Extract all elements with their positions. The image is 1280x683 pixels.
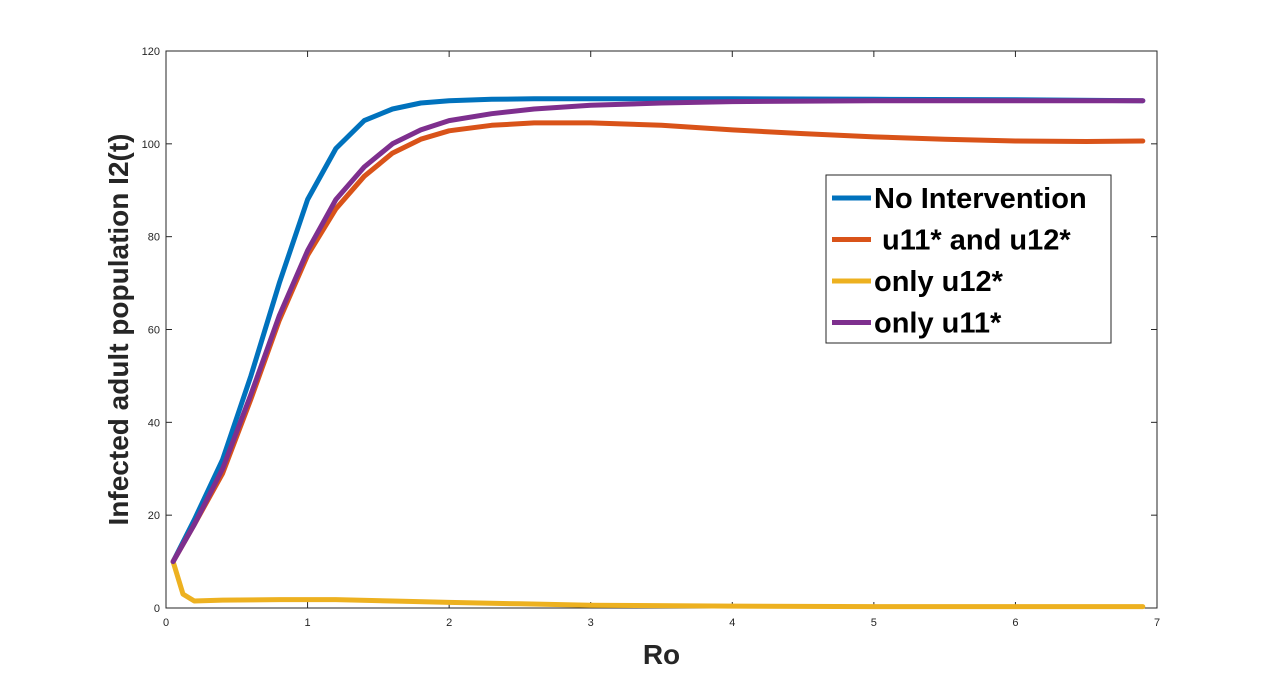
y-tick-label: 20 [148, 510, 160, 522]
series-lines [170, 96, 1146, 610]
series-line-3 [170, 559, 1146, 610]
y-axis-label: Infected adult population I2(t) [103, 134, 134, 526]
x-tick-label: 2 [446, 617, 452, 629]
series-line-4 [170, 98, 1146, 565]
tick-labels: 0 1 2 3 4 5 6 7 0 20 40 60 80 100 120 [142, 46, 1160, 629]
y-tick-label: 80 [148, 232, 160, 244]
y-tick-label: 120 [142, 46, 160, 58]
legend-entry: only u11* [874, 308, 1002, 340]
x-tick-label: 4 [729, 617, 735, 629]
y-tick-label: 100 [142, 139, 160, 151]
x-tick-label: 0 [163, 617, 169, 629]
y-tick-label: 40 [148, 417, 160, 429]
legend-entry: No Intervention [874, 183, 1087, 215]
x-tick-label: 1 [305, 617, 311, 629]
x-tick-label: 3 [588, 617, 594, 629]
legend: No Intervention u11* and u12* only u12* on… [825, 174, 1112, 344]
legend-entry: only u12* [874, 266, 1004, 298]
x-tick-label: 5 [871, 617, 877, 629]
legend-box [825, 174, 1112, 344]
y-tick-label: 60 [148, 325, 160, 337]
x-axis-label: Ro [643, 639, 680, 670]
series-line-1 [170, 96, 1146, 565]
x-tick-label: 6 [1012, 617, 1018, 629]
legend-entry: u11* and u12* [874, 225, 1071, 257]
x-tick-label: 7 [1154, 617, 1160, 629]
y-tick-label: 0 [154, 603, 160, 615]
